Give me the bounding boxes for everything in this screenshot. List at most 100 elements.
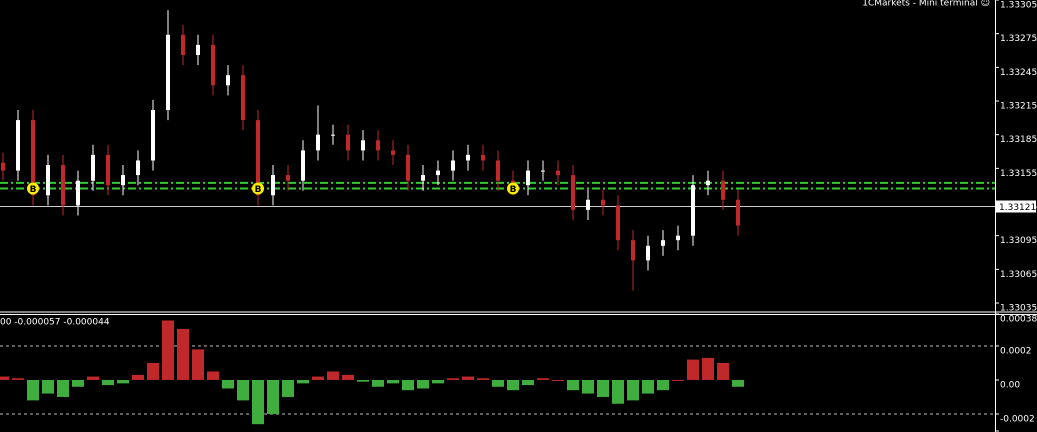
histogram-bar bbox=[222, 379, 234, 389]
histogram-bar bbox=[372, 379, 384, 387]
buy-marker-label: B bbox=[255, 185, 262, 195]
candle-body bbox=[466, 154, 470, 161]
histogram-bar bbox=[567, 379, 579, 391]
candle-body bbox=[271, 175, 275, 196]
histogram-bar bbox=[537, 378, 549, 380]
histogram-bar bbox=[27, 379, 39, 401]
candle-body bbox=[646, 245, 650, 261]
candle-body bbox=[331, 134, 335, 136]
buy-marker bbox=[507, 182, 519, 195]
candle-body bbox=[601, 199, 605, 206]
candle-body bbox=[616, 205, 620, 241]
candle-body bbox=[496, 160, 500, 181]
candle-body bbox=[181, 34, 185, 55]
histogram-bar bbox=[42, 379, 54, 394]
candle-body bbox=[661, 240, 665, 246]
histogram-bar bbox=[282, 379, 294, 397]
histogram-bar bbox=[57, 379, 69, 397]
terminal-title: 1CMarkets - Mini terminal ☺ bbox=[862, 0, 990, 9]
y-tick-label: 0.0002 bbox=[1000, 346, 1032, 356]
candle-body bbox=[406, 154, 410, 181]
buy-marker-label: B bbox=[510, 185, 517, 195]
histogram-bar bbox=[87, 376, 99, 380]
y-tick-label: 1.33245 bbox=[1000, 68, 1037, 78]
histogram-bar bbox=[117, 379, 129, 384]
y-tick-label: 1.33275 bbox=[1000, 34, 1037, 44]
candle-body bbox=[451, 160, 455, 171]
last-price-box bbox=[996, 200, 1036, 213]
y-tick-label: 1.33065 bbox=[1000, 270, 1037, 280]
histogram-bar bbox=[0, 376, 9, 380]
candle-body bbox=[631, 240, 635, 261]
histogram-bar bbox=[522, 379, 534, 386]
candle-body bbox=[526, 170, 530, 186]
indicator-label: 00 -0.000057 -0.000044 bbox=[0, 318, 110, 328]
histogram-bar bbox=[627, 379, 639, 401]
candle-body bbox=[241, 75, 245, 121]
y-tick-label: -0.0002 bbox=[1000, 414, 1035, 424]
buy-marker bbox=[252, 182, 264, 195]
candle-body bbox=[736, 199, 740, 226]
histogram-bar bbox=[147, 362, 159, 380]
histogram-bar bbox=[642, 379, 654, 394]
y-tick-label: 1.33155 bbox=[1000, 169, 1037, 179]
histogram-bar bbox=[477, 378, 489, 380]
histogram-bar bbox=[672, 379, 684, 381]
candle-body bbox=[436, 170, 440, 176]
candle-body bbox=[481, 154, 485, 161]
candle-body bbox=[301, 150, 305, 181]
histogram-bar bbox=[327, 371, 339, 380]
histogram-bar bbox=[657, 379, 669, 391]
histogram-bar bbox=[417, 379, 429, 389]
candle-body bbox=[286, 175, 290, 181]
histogram-bar bbox=[162, 320, 174, 380]
histogram-bar bbox=[312, 376, 324, 380]
candle-body bbox=[106, 154, 110, 186]
y-tick-label: 1.33185 bbox=[1000, 135, 1037, 145]
candle-body bbox=[421, 175, 425, 181]
histogram-bar bbox=[597, 379, 609, 397]
candle-body bbox=[586, 199, 590, 210]
candle-body bbox=[61, 164, 65, 206]
candle-body bbox=[361, 140, 365, 151]
candle-body bbox=[376, 140, 380, 151]
histogram-bar bbox=[207, 371, 219, 380]
histogram-bar bbox=[612, 379, 624, 404]
histogram-bar bbox=[12, 378, 24, 380]
candle-body bbox=[151, 109, 155, 161]
histogram-bar bbox=[237, 379, 249, 401]
buy-marker-label: B bbox=[30, 185, 37, 195]
histogram-bar bbox=[192, 349, 204, 380]
last-price-label: 1.33121 bbox=[999, 203, 1036, 213]
candle-body bbox=[16, 120, 20, 171]
histogram-bar bbox=[447, 378, 459, 380]
candle-body bbox=[211, 44, 215, 86]
candle-body bbox=[676, 235, 680, 241]
y-tick-label: 0.000388 bbox=[1000, 315, 1037, 325]
histogram-bar bbox=[582, 379, 594, 394]
histogram-bar bbox=[357, 379, 369, 382]
candle-body bbox=[556, 170, 560, 176]
histogram-bar bbox=[252, 379, 264, 425]
histogram-bar bbox=[432, 379, 444, 384]
histogram-bar bbox=[267, 379, 279, 414]
candle-body bbox=[91, 154, 95, 181]
candle-body bbox=[571, 175, 575, 210]
candle-body bbox=[541, 170, 545, 172]
candle-body bbox=[1, 162, 5, 171]
candle-body bbox=[76, 180, 80, 206]
y-tick-label: 1.33215 bbox=[1000, 102, 1037, 112]
candle-body bbox=[391, 150, 395, 155]
candle-body bbox=[226, 75, 230, 86]
histogram-bar bbox=[732, 379, 744, 387]
histogram-bar bbox=[387, 379, 399, 384]
candle-body bbox=[346, 134, 350, 151]
candle-body bbox=[316, 134, 320, 151]
histogram-bar bbox=[492, 379, 504, 387]
candle-body bbox=[721, 180, 725, 200]
y-tick-label: 1.33095 bbox=[1000, 236, 1037, 246]
y-tick-label: 1.33305 bbox=[1000, 1, 1037, 11]
histogram-bar bbox=[402, 379, 414, 391]
histogram-bar bbox=[297, 379, 309, 384]
